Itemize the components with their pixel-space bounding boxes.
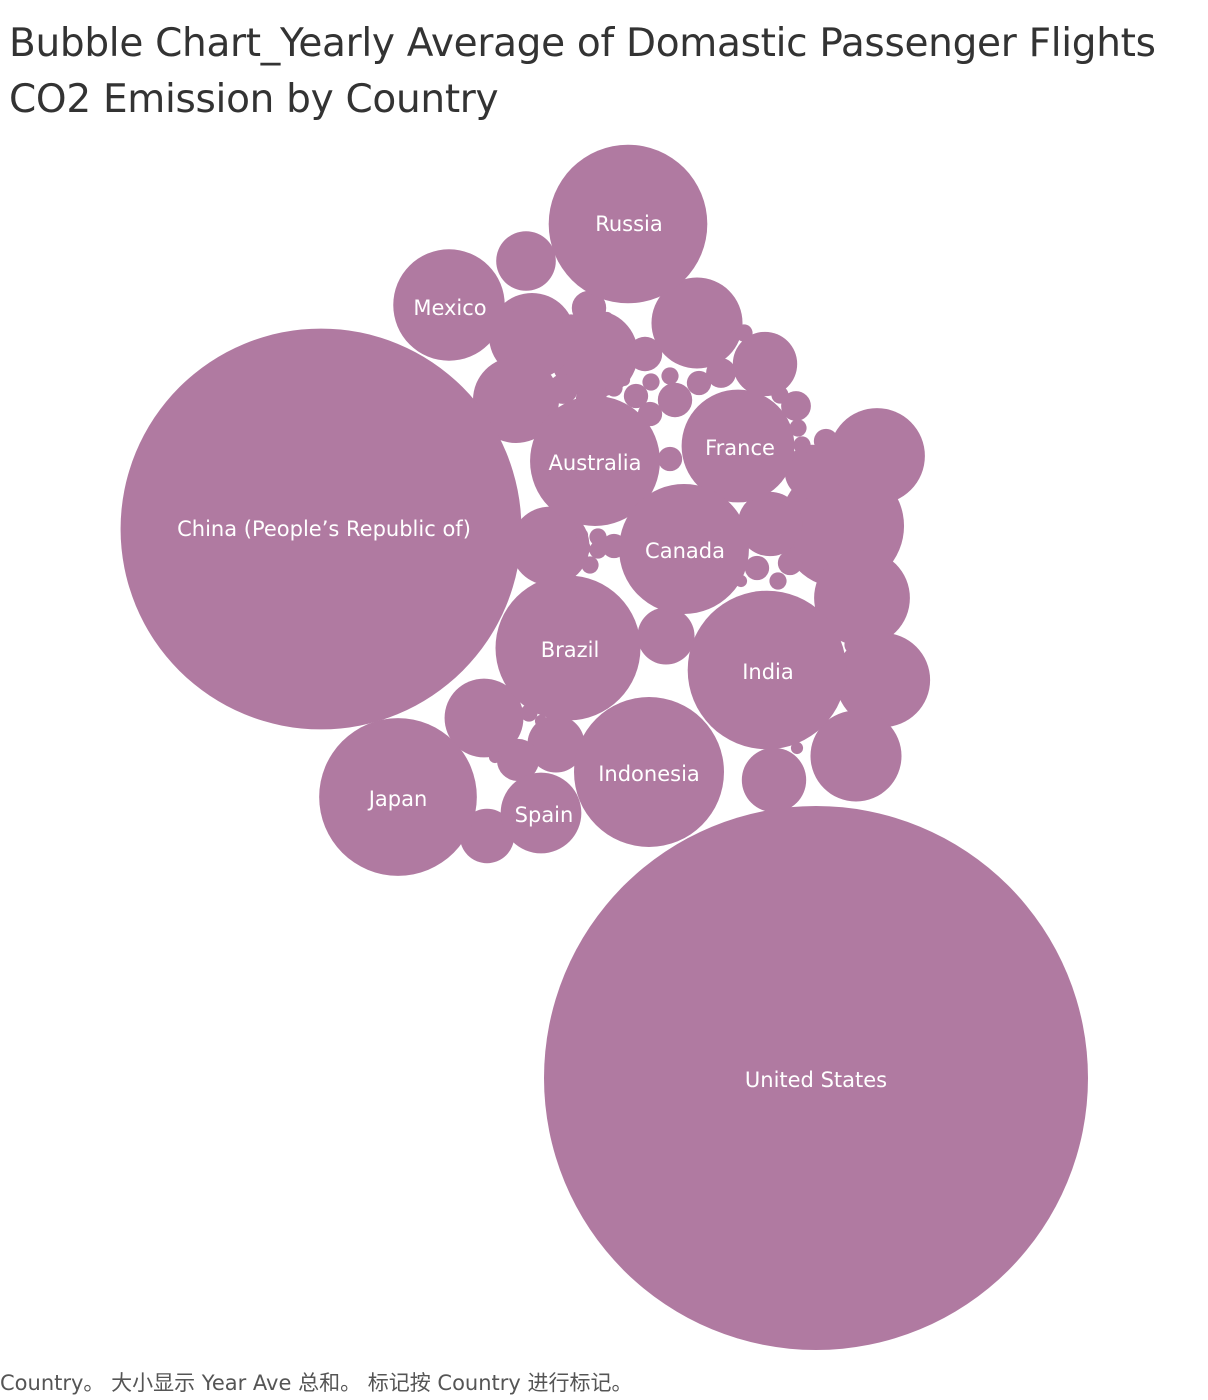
bubble-label-france: France: [705, 436, 775, 460]
bubble-label-china-people-s-republic-of: China (People’s Republic of): [177, 517, 471, 541]
bubble-label-spain: Spain: [515, 803, 574, 827]
bubble-unlabeled[interactable]: [548, 374, 578, 404]
bubble-unlabeled[interactable]: [510, 506, 590, 586]
bubble-unlabeled[interactable]: [496, 738, 540, 782]
bubble-label-mexico: Mexico: [413, 296, 486, 320]
bubble-unlabeled[interactable]: [790, 741, 804, 755]
bubble-label-brazil: Brazil: [541, 638, 600, 662]
bubble-unlabeled[interactable]: [534, 714, 548, 728]
bubble-unlabeled[interactable]: [686, 370, 712, 396]
bubble-unlabeled[interactable]: [617, 373, 631, 387]
bubble-unlabeled[interactable]: [472, 356, 560, 444]
bubble-unlabeled[interactable]: [744, 555, 770, 581]
bubble-label-indonesia: Indonesia: [598, 762, 700, 786]
bubble-india[interactable]: [687, 590, 847, 750]
bubble-unlabeled[interactable]: [573, 539, 591, 557]
bubble-unlabeled[interactable]: [575, 528, 589, 542]
bubble-canada[interactable]: [619, 484, 749, 614]
bubble-unlabeled[interactable]: [496, 231, 556, 291]
bubble-unlabeled[interactable]: [459, 808, 515, 864]
bubble-label-canada: Canada: [645, 539, 725, 563]
bubble-unlabeled[interactable]: [661, 367, 679, 385]
bubble-japan[interactable]: [319, 718, 477, 876]
chart-title: Bubble Chart_Yearly Average of Domastic …: [9, 21, 1156, 122]
bubble-unlabeled[interactable]: [793, 538, 807, 552]
bubble-china-people-s-republic-of[interactable]: [120, 328, 522, 730]
bubble-unlabeled[interactable]: [829, 408, 925, 504]
bubble-russia[interactable]: [548, 144, 708, 304]
bubble-unlabeled[interactable]: [735, 324, 753, 342]
bubble-unlabeled[interactable]: [732, 331, 798, 397]
bubble-unlabeled[interactable]: [769, 572, 787, 590]
marks-caption: Country。 大小显示 Year Ave 总和。 标记按 Country 进…: [0, 1371, 633, 1395]
bubble-unlabeled[interactable]: [771, 386, 789, 404]
bubble-indonesia[interactable]: [574, 697, 724, 847]
bubble-unlabeled[interactable]: [814, 550, 910, 646]
bubble-mexico[interactable]: [393, 249, 505, 361]
bubble-unlabeled[interactable]: [589, 541, 607, 559]
bubble-unlabeled[interactable]: [813, 428, 839, 454]
bubble-france[interactable]: [681, 389, 795, 503]
bubble-unlabeled[interactable]: [642, 373, 660, 391]
bubble-unlabeled[interactable]: [637, 607, 695, 665]
bubble-unlabeled[interactable]: [657, 446, 683, 472]
bubble-label-australia: Australia: [549, 451, 642, 475]
bubble-unlabeled[interactable]: [781, 391, 811, 421]
bubble-unlabeled[interactable]: [527, 715, 585, 773]
bubble-unlabeled[interactable]: [488, 750, 502, 764]
bubble-unlabeled[interactable]: [784, 444, 840, 500]
bubble-unlabeled[interactable]: [589, 528, 607, 546]
bubble-unlabeled[interactable]: [623, 383, 649, 409]
bubble-unlabeled[interactable]: [605, 379, 623, 397]
bubble-unlabeled[interactable]: [600, 311, 614, 325]
bubble-label-united-states: United States: [745, 1068, 887, 1092]
bubble-unlabeled[interactable]: [627, 336, 663, 372]
bubble-unlabeled[interactable]: [793, 436, 811, 454]
bubble-united-states[interactable]: [544, 806, 1088, 1350]
bubble-label-russia: Russia: [595, 212, 663, 236]
bubble-unlabeled[interactable]: [844, 636, 862, 654]
bubble-australia[interactable]: [530, 396, 660, 526]
bubble-unlabeled[interactable]: [581, 556, 599, 574]
bubble-unlabeled[interactable]: [571, 290, 607, 326]
bubble-unlabeled[interactable]: [651, 277, 743, 369]
bubble-brazil[interactable]: [495, 575, 641, 721]
bubble-unlabeled[interactable]: [741, 747, 807, 813]
bubble-unlabeled[interactable]: [444, 678, 524, 758]
bubble-spain[interactable]: [500, 772, 582, 854]
bubble-unlabeled[interactable]: [810, 710, 902, 802]
bubble-unlabeled[interactable]: [706, 358, 736, 388]
bubble-unlabeled[interactable]: [657, 382, 693, 418]
bubble-unlabeled[interactable]: [777, 550, 803, 576]
bubble-unlabeled[interactable]: [835, 632, 931, 728]
bubble-label-japan: Japan: [367, 787, 428, 811]
bubble-unlabeled[interactable]: [562, 314, 580, 332]
bubble-unlabeled[interactable]: [512, 302, 526, 316]
bubble-unlabeled[interactable]: [789, 419, 807, 437]
bubble-label-india: India: [742, 660, 794, 684]
bubble-unlabeled[interactable]: [737, 491, 803, 557]
